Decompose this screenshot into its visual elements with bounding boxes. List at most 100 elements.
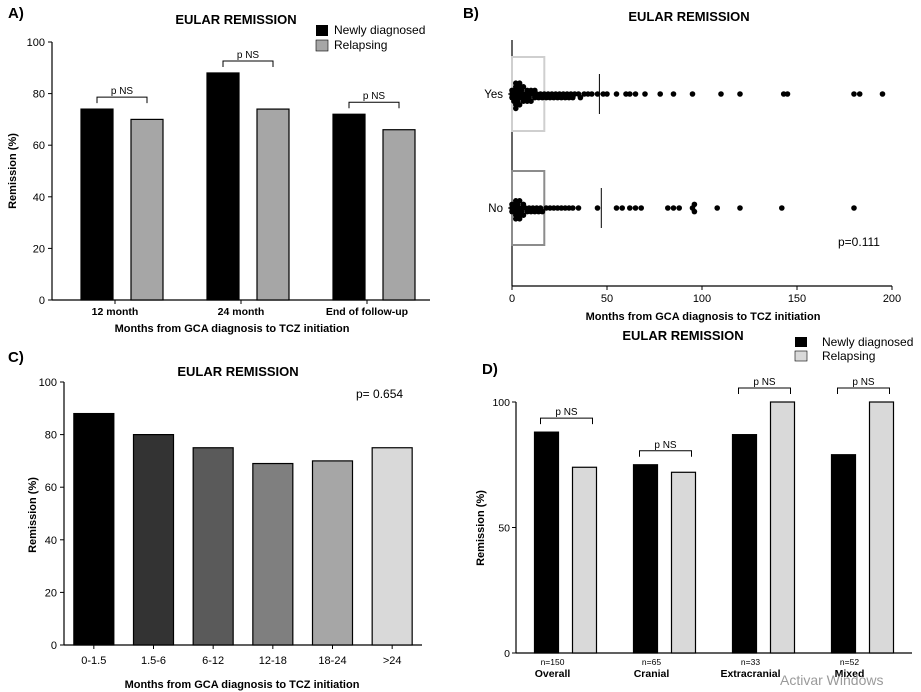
panel-c-x-tick-label: 0-1.5 bbox=[81, 655, 106, 667]
panel-c-label: C) bbox=[8, 349, 24, 366]
panel-d-x-tick-label: Overall bbox=[535, 668, 571, 680]
panel-b-data-point bbox=[691, 208, 698, 215]
panel-d-y-tick-label: 0 bbox=[504, 648, 510, 660]
panel-b-data-point bbox=[856, 91, 863, 97]
panel-a-significance-bracket bbox=[96, 96, 148, 104]
panel-d-bar bbox=[632, 464, 659, 654]
panel-d-bar bbox=[769, 401, 796, 654]
panel-d-significance-label: p NS bbox=[654, 440, 677, 451]
panel-d-significance-bracket bbox=[540, 417, 593, 425]
panel-b-data-point bbox=[779, 205, 785, 211]
panel-b-data-point bbox=[604, 91, 610, 97]
panel-b-data-point bbox=[520, 212, 527, 218]
panel-c-y-tick-label: 40 bbox=[45, 535, 57, 547]
panel-b-data-point bbox=[670, 91, 677, 97]
panel-a-y-tick-label: 80 bbox=[33, 89, 45, 101]
panel-c-pvalue: p= 0.654 bbox=[356, 387, 403, 401]
panel-c-bar bbox=[252, 462, 294, 646]
panel-b-data-point bbox=[714, 205, 720, 211]
panel-b-xlabel: Months from GCA diagnosis to TCZ initiat… bbox=[586, 311, 821, 323]
panel-a-xlabel: Months from GCA diagnosis to TCZ initiat… bbox=[115, 323, 350, 335]
panel-b-x-tick-label: 50 bbox=[601, 293, 613, 305]
panel-d-bar bbox=[731, 434, 758, 654]
panel-c-y-tick-label: 20 bbox=[45, 587, 57, 599]
panel-c-bar bbox=[371, 447, 413, 646]
panel-c-bar bbox=[73, 412, 115, 646]
panel-d-x-tick-label: Mixed bbox=[835, 668, 865, 680]
panel-c-y-tick-label: 80 bbox=[45, 430, 57, 442]
panel-c-x-tick-label: 1.5-6 bbox=[141, 655, 166, 667]
panel-c-y-tick-label: 0 bbox=[51, 640, 57, 652]
panel-d-label: D) bbox=[482, 361, 498, 378]
activation-watermark: Activar Windows bbox=[780, 672, 884, 688]
panel-a-legend-swatch-relapsing bbox=[315, 39, 329, 52]
panel-c-bar bbox=[192, 447, 234, 646]
panel-b-data-point bbox=[516, 80, 523, 86]
panel-c-x-tick-label: 6-12 bbox=[202, 655, 224, 667]
panel-d-count-label: n=65 bbox=[642, 657, 661, 667]
panel-c-y-tick-label: 60 bbox=[45, 482, 57, 494]
panel-d-significance-label: p NS bbox=[852, 377, 875, 388]
panel-b-data-point bbox=[632, 205, 639, 211]
panel-b-data-point bbox=[594, 91, 601, 97]
panel-b-data-point bbox=[627, 205, 633, 211]
panel-a-legend-relapsing: Relapsing bbox=[334, 38, 387, 52]
panel-d: D) EULAR REMISSION Remission (%) Newly d… bbox=[475, 328, 913, 680]
panel-b-data-point bbox=[513, 105, 519, 112]
panel-c-xlabel: Months from GCA diagnosis to TCZ initiat… bbox=[125, 679, 360, 691]
panel-b-data-point bbox=[575, 205, 582, 211]
panel-d-bar bbox=[830, 454, 857, 654]
panel-c-ylabel: Remission (%) bbox=[27, 477, 39, 553]
panel-b-data-point bbox=[516, 102, 523, 108]
panel-b-title: EULAR REMISSION bbox=[628, 9, 749, 24]
panel-d-legend-swatch-newly bbox=[795, 337, 807, 347]
panel-b-data-point bbox=[516, 216, 523, 222]
panel-a-x-tick-label: End of follow-up bbox=[326, 306, 408, 318]
panel-b-data-point bbox=[784, 91, 791, 97]
panel-b-data-point bbox=[851, 91, 857, 97]
panel-b-data-point bbox=[570, 205, 576, 211]
panel-a-label: A) bbox=[8, 5, 24, 22]
panel-a-y-tick-label: 20 bbox=[33, 243, 45, 255]
panel-b-data-point bbox=[691, 201, 698, 208]
panel-a-significance-bracket bbox=[348, 101, 400, 109]
panel-c-bar bbox=[132, 434, 175, 646]
panel-d-bar bbox=[868, 401, 895, 654]
panel-b-data-point bbox=[589, 91, 595, 97]
panel-b-data-point bbox=[676, 205, 682, 211]
panel-d-legend-swatch-relapsing bbox=[794, 350, 808, 362]
panel-b-data-point bbox=[670, 205, 677, 211]
panel-b-data-point bbox=[851, 205, 857, 211]
panel-a-legend-swatch-newly bbox=[316, 25, 328, 36]
panel-b-data-point bbox=[638, 205, 644, 211]
panel-d-ylabel: Remission (%) bbox=[475, 490, 487, 566]
panel-d-significance-label: p NS bbox=[753, 377, 776, 388]
panel-a-bar bbox=[130, 118, 164, 301]
panel-b-data-point bbox=[689, 91, 696, 97]
panel-b-x-tick-label: 100 bbox=[693, 293, 711, 305]
panel-b-data-point bbox=[619, 205, 625, 211]
panel-d-significance-bracket bbox=[639, 450, 692, 457]
panel-d-title: EULAR REMISSION bbox=[622, 328, 743, 343]
panel-d-x-tick-label: Extracranial bbox=[720, 668, 780, 680]
panel-d-y-tick-label: 100 bbox=[492, 397, 510, 409]
panel-a-significance-label: p NS bbox=[237, 50, 260, 61]
panel-a-x-tick-label: 12 month bbox=[92, 306, 139, 318]
panel-a-y-tick-label: 100 bbox=[27, 37, 45, 49]
panel-d-x-tick-label: Cranial bbox=[634, 668, 670, 680]
panel-b-label: B) bbox=[463, 5, 479, 22]
panel-a-significance-label: p NS bbox=[111, 86, 134, 97]
panel-d-bar bbox=[533, 431, 560, 654]
panel-c: C) EULAR REMISSION Months from GCA diagn… bbox=[8, 349, 422, 691]
panel-b-x-tick-label: 150 bbox=[788, 293, 806, 305]
panel-a-bar bbox=[256, 108, 290, 301]
panel-d-legend-relapsing: Relapsing bbox=[822, 349, 875, 363]
panel-c-title: EULAR REMISSION bbox=[177, 364, 298, 379]
panel-c-y-tick-label: 100 bbox=[39, 377, 57, 389]
panel-a-y-tick-label: 0 bbox=[39, 295, 45, 307]
panel-b-data-point bbox=[642, 91, 648, 97]
panel-a-legend-newly: Newly diagnosed bbox=[334, 23, 425, 37]
panel-a-x-tick-label: 24 month bbox=[218, 306, 265, 318]
panel-d-significance-bracket bbox=[738, 387, 791, 394]
